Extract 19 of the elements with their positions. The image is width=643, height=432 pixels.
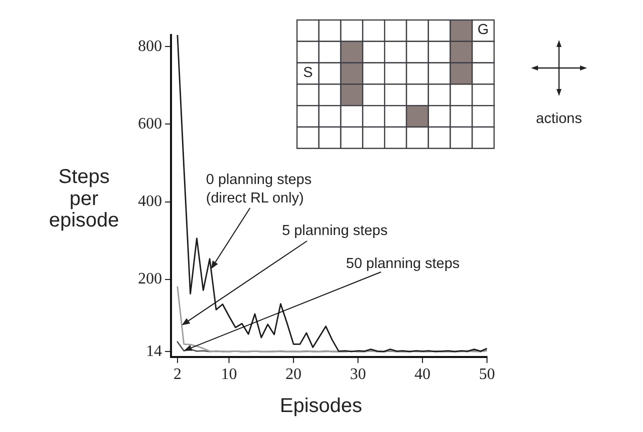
x-tick-label: 20 [286, 366, 302, 383]
x-tick-label: 40 [414, 366, 431, 383]
x-tick-label: 10 [221, 366, 238, 383]
text: 50 planning steps [346, 256, 460, 272]
x-tick-label: 2 [173, 366, 182, 383]
x-tick-label: 50 [479, 366, 495, 383]
text: 5 planning steps [282, 223, 388, 239]
x-tick-label: 30 [350, 366, 366, 383]
y-axis-title: Steps per episode [48, 166, 120, 232]
y-tick-label: 800 [138, 38, 162, 55]
annotation: S [303, 65, 313, 82]
y-tick-label: 400 [138, 193, 162, 210]
y-tick-label: 14 [146, 342, 162, 360]
annotation: G [478, 22, 489, 38]
text: actions [536, 110, 582, 127]
series-label: 0 planning steps (direct RL only) [206, 172, 312, 206]
x-axis-title: Episodes [280, 395, 362, 417]
y-tick-label: 600 [138, 115, 162, 132]
y-tick-label: 200 [138, 270, 162, 288]
